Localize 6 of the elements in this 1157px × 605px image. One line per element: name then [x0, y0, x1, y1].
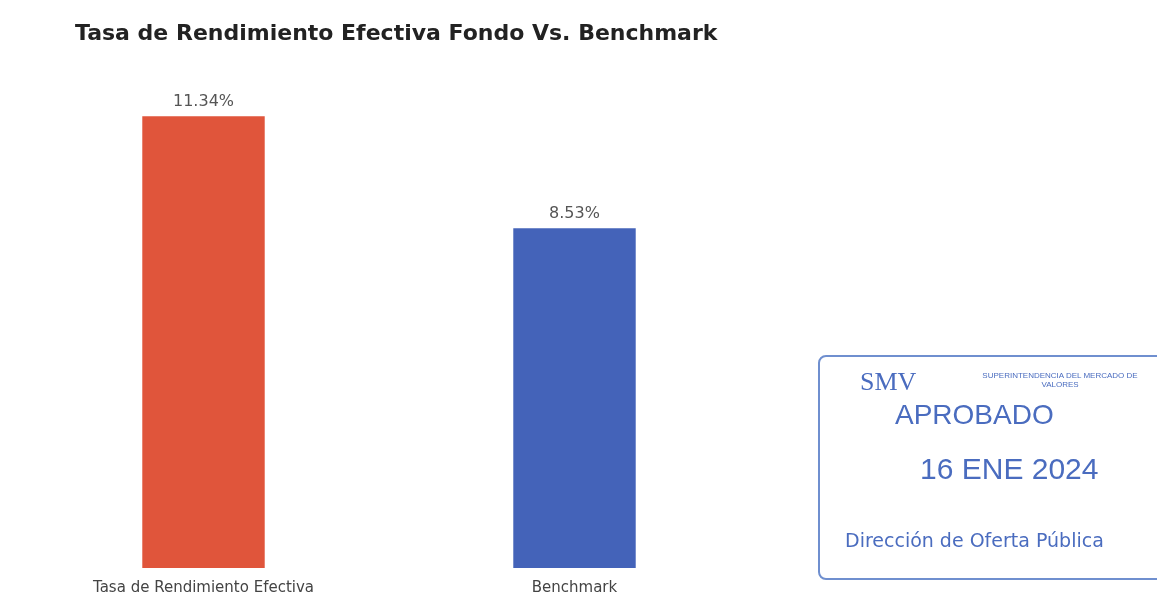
- data-label: 8.53%: [549, 203, 600, 223]
- approval-stamp: SMV SUPERINTENDENCIA DEL MERCADO DE VALORES APROBADO 16 ENE 2024 Dirección de Oferta Pública: [818, 355, 1157, 580]
- x-tick-label: Tasa de Rendimiento Efectiva: [91, 577, 315, 596]
- data-label: 11.34%: [172, 91, 235, 111]
- x-tick-label: Benchmark: [531, 577, 618, 596]
- chart-title: Tasa de Rendimiento Efectiva Fondo Vs. Benchmark: [75, 20, 718, 45]
